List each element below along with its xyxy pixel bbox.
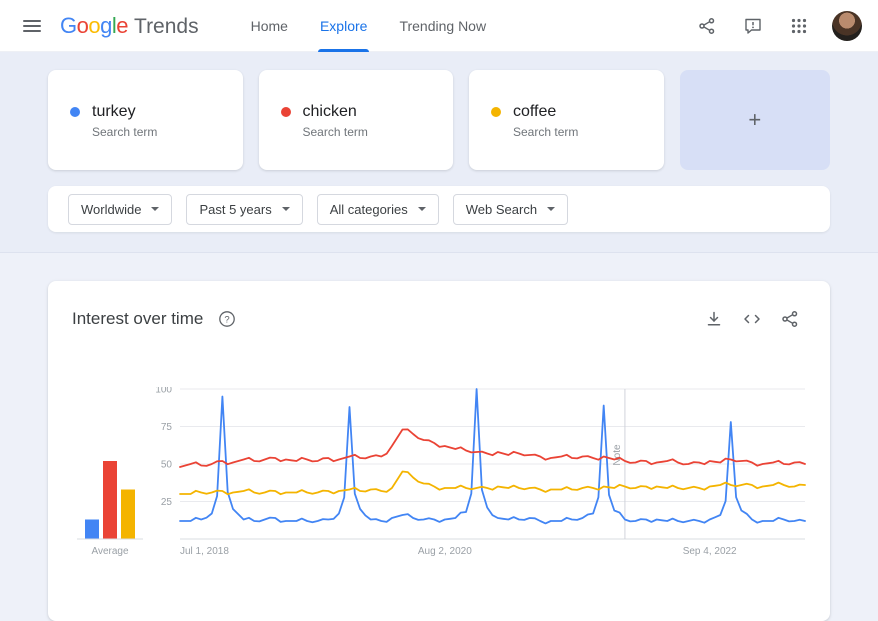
nav-explore[interactable]: Explore	[304, 0, 383, 52]
term-card-turkey[interactable]: turkey Search term	[48, 70, 243, 170]
embed-button[interactable]	[736, 303, 768, 335]
svg-text:25: 25	[161, 497, 173, 508]
term-card-chicken[interactable]: chicken Search term	[258, 70, 453, 170]
search-type-filter-dropdown[interactable]: Web Search	[452, 193, 569, 225]
svg-text:100: 100	[155, 387, 172, 396]
term-type-label: Search term	[513, 124, 579, 139]
chevron-down-icon	[547, 207, 556, 211]
widget-title: Interest over time	[72, 309, 204, 328]
comparison-cards: turkey Search term chicken Search term c…	[48, 70, 830, 170]
term-name: turkey	[92, 102, 136, 120]
svg-text:Jul 1, 2018: Jul 1, 2018	[180, 546, 229, 557]
term-card-coffee[interactable]: coffee Search term	[469, 70, 664, 170]
widget-actions	[698, 303, 806, 335]
svg-text:Note: Note	[612, 444, 623, 466]
main-nav: Home Explore Trending Now	[235, 0, 502, 52]
interest-over-time-widget: Interest over time ?	[48, 281, 830, 621]
results-section: Interest over time ?	[0, 253, 878, 621]
top-bar: G o o g l e Trends Home Explore Trending…	[0, 0, 878, 52]
logo-letter: g	[100, 12, 112, 38]
download-csv-button[interactable]	[698, 303, 730, 335]
nav-home[interactable]: Home	[250, 17, 288, 34]
menu-button[interactable]	[12, 6, 52, 46]
share-icon	[782, 311, 798, 327]
user-avatar[interactable]	[832, 10, 862, 41]
logo-letter: o	[76, 12, 89, 38]
search-type-filter-value: Web Search	[465, 201, 538, 217]
time-range-filter-dropdown[interactable]: Past 5 years	[186, 193, 303, 225]
logo-letter: e	[116, 12, 129, 38]
feedback-icon	[745, 18, 761, 34]
interest-over-time-chart[interactable]: 25 50 75 100 Note Jul 1, 2018 Aug 2, 2020 Sep 4…	[72, 387, 806, 565]
share-widget-button[interactable]	[774, 303, 806, 335]
share-icon	[699, 17, 715, 34]
comparison-section: turkey Search term chicken Search term c…	[0, 52, 878, 253]
feedback-button[interactable]	[734, 7, 772, 45]
series-color-dot	[280, 106, 291, 117]
category-filter-value: All categories	[329, 201, 408, 217]
term-name: chicken	[302, 102, 357, 120]
header-actions	[688, 7, 862, 45]
filters-bar: Worldwide Past 5 years All categories We…	[48, 186, 830, 232]
hamburger-icon	[23, 19, 41, 22]
chevron-down-icon	[417, 207, 426, 211]
google-trends-logo[interactable]: G o o g l e Trends	[60, 13, 199, 39]
term-name: coffee	[513, 102, 557, 120]
series-color-dot	[491, 106, 501, 117]
term-type-label: Search term	[92, 124, 158, 139]
logo-letter: o	[88, 12, 101, 38]
help-icon: ?	[219, 311, 236, 327]
embed-code-icon	[744, 314, 760, 324]
apps-grid-icon	[791, 18, 807, 33]
term-type-label: Search term	[302, 124, 368, 139]
svg-text:Sep 4, 2022: Sep 4, 2022	[683, 546, 737, 557]
svg-text:?: ?	[225, 314, 230, 325]
series-color-dot	[70, 106, 80, 117]
svg-text:50: 50	[161, 460, 173, 471]
logo-letter: l	[111, 12, 117, 38]
geo-filter-value: Worldwide	[81, 201, 142, 217]
svg-text:75: 75	[161, 422, 173, 433]
chevron-down-icon	[151, 207, 160, 211]
add-comparison-card[interactable]: +	[679, 70, 830, 170]
svg-text:Average: Average	[91, 546, 129, 557]
plus-icon: +	[748, 107, 762, 132]
chevron-down-icon	[281, 207, 290, 211]
geo-filter-dropdown[interactable]: Worldwide	[68, 193, 173, 225]
category-filter-dropdown[interactable]: All categories	[316, 193, 439, 225]
svg-text:Aug 2, 2020: Aug 2, 2020	[418, 546, 472, 557]
google-apps-button[interactable]	[780, 7, 818, 45]
help-button[interactable]: ?	[213, 305, 241, 333]
share-button[interactable]	[688, 7, 726, 45]
logo-product-name: Trends	[134, 14, 199, 38]
widget-header: Interest over time ?	[72, 303, 806, 335]
time-range-filter-value: Past 5 years	[199, 201, 272, 217]
download-icon	[707, 311, 721, 326]
nav-trending-now[interactable]: Trending Now	[399, 17, 487, 34]
logo-letter: G	[60, 12, 77, 38]
